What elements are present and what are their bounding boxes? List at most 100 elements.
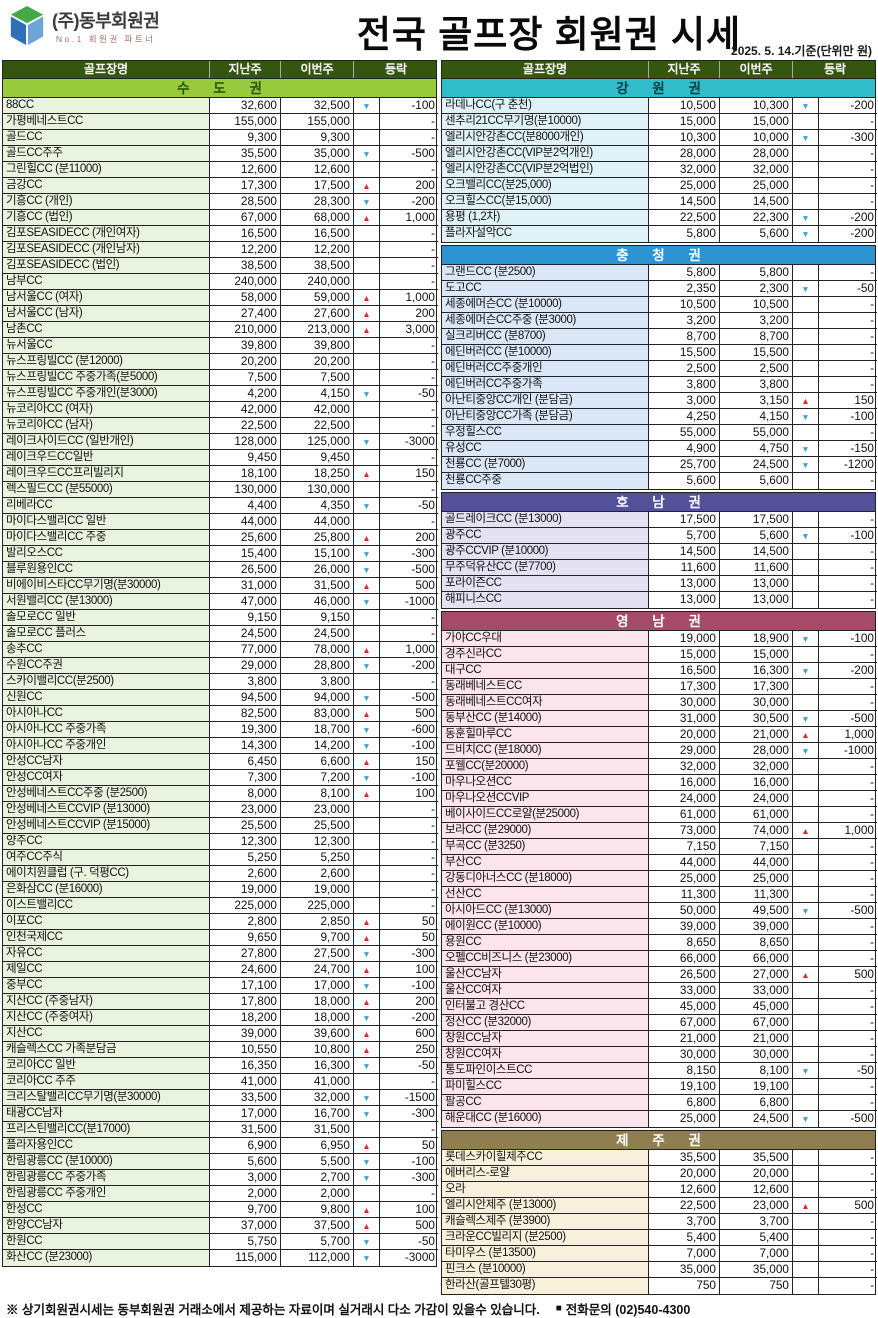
table-row: 레이크사이드CC (일반개인) 128,000 125,000 ▼ -3000 [3,434,438,450]
change-value-cell: - [819,576,877,592]
change-arrow-cell [354,1186,380,1202]
course-name-cell: 레이크우드CC일반 [3,450,210,466]
table-row: 안성CC여자 7,300 7,200 ▼ -100 [3,770,438,786]
change-arrow-cell [793,512,819,528]
down-arrow-icon: ▼ [354,1170,380,1186]
change-value-cell: -300 [380,1106,438,1122]
this-week-price-cell: 18,250 [281,466,354,482]
table-row: 남서울CC (여자) 58,000 59,000 ▲ 1,000 [3,290,438,306]
table-row: 한림광릉CC 주중가족 3,000 2,700 ▼ -300 [3,1170,438,1186]
table-row: 오크힐스CC(분15,000) 14,500 14,500- [442,194,877,210]
change-value-cell: - [380,1074,438,1090]
change-value-cell: - [380,418,438,434]
last-week-price-cell: 19,000 [210,882,281,898]
last-week-price-cell: 16,500 [649,663,720,679]
this-week-price-cell: 4,350 [281,498,354,514]
change-value-cell: 200 [380,306,438,322]
table-row: 인천국제CC 9,650 9,700 ▲ 50 [3,930,438,946]
course-name-cell: 기흥CC (개인) [3,194,210,210]
change-arrow-cell [793,1246,819,1262]
change-arrow-cell [793,361,819,377]
course-name-cell: 용평 (1,2차) [442,210,649,226]
course-name-cell: 플라자용인CC [3,1138,210,1154]
table-row: 김포SEASIDECC (법인) 38,500 38,500- [3,258,438,274]
table-row: 동래베네스트CC 17,300 17,300- [442,679,877,695]
table-row: 프리스틴밸리CC(분17000) 31,500 31,500- [3,1122,438,1138]
change-value-cell: -50 [819,1063,877,1079]
course-name-cell: 이스트밸리CC [3,898,210,914]
this-week-price-cell: 21,000 [720,727,793,743]
this-week-price-cell: 7,200 [281,770,354,786]
this-week-price-cell: 15,100 [281,546,354,562]
change-value-cell: - [819,1079,877,1095]
course-name-cell: 골드레이크CC (분13000) [442,512,649,528]
last-week-price-cell: 128,000 [210,434,281,450]
last-week-price-cell: 11,300 [649,887,720,903]
change-arrow-cell [793,919,819,935]
change-arrow-cell [354,610,380,626]
up-arrow-icon: ▲ [354,466,380,482]
price-tables: 골프장명 지난주 이번주 등락 수 도 권 88CC 32,600 32,500 ▼ -100 가평… [2,60,877,1295]
change-value-cell: - [819,425,877,441]
up-arrow-icon: ▲ [354,178,380,194]
table-row: 제일CC 24,600 24,700 ▲ 100 [3,962,438,978]
change-value-cell: - [819,919,877,935]
course-name-cell: 비에이비스타CC무기명(분30000) [3,578,210,594]
change-value-cell: - [819,679,877,695]
down-arrow-icon: ▼ [793,631,819,647]
table-row: 아시아드CC (분13000) 50,000 49,500 ▼ -500 [442,903,877,919]
course-name-cell: 아시아드CC (분13000) [442,903,649,919]
course-name-cell: 용원CC [442,935,649,951]
this-week-price-cell: 10,000 [720,130,793,146]
column-header-1: 지난주 [210,61,281,78]
up-arrow-icon: ▲ [793,967,819,983]
last-week-price-cell: 9,450 [210,450,281,466]
this-week-price-cell: 4,750 [720,441,793,457]
last-week-price-cell: 24,000 [649,791,720,807]
this-week-price-cell: 225,000 [281,898,354,914]
table-row: 크라운CC빌리지 (분2500) 5,400 5,400- [442,1230,877,1246]
course-name-cell: 남서울CC (남자) [3,306,210,322]
this-week-price-cell: 16,700 [281,1106,354,1122]
last-week-price-cell: 77,000 [210,642,281,658]
last-week-price-cell: 15,000 [649,647,720,663]
table-row: 중부CC 17,100 17,000 ▼ -100 [3,978,438,994]
last-week-price-cell: 25,700 [649,457,720,473]
table-row: 여주CC주식 5,250 5,250- [3,850,438,866]
table-column-headers: 골프장명 지난주 이번주 등락 [2,60,437,79]
table-row: 에버리스-로얄 20,000 20,000- [442,1166,877,1182]
up-arrow-icon: ▲ [354,642,380,658]
down-arrow-icon: ▼ [354,770,380,786]
course-name-cell: 우정힐스CC [442,425,649,441]
last-week-price-cell: 15,500 [649,345,720,361]
last-week-price-cell: 4,400 [210,498,281,514]
change-value-cell: -100 [380,978,438,994]
course-name-cell: 제일CC [3,962,210,978]
change-value-cell: - [819,647,877,663]
course-name-cell: 엘리시안강촌CC(VIP분2억개인) [442,146,649,162]
last-week-price-cell: 10,550 [210,1042,281,1058]
this-week-price-cell: 30,000 [720,695,793,711]
last-week-price-cell: 37,000 [210,1218,281,1234]
table-row: 유성CC 4,900 4,750 ▼ -150 [442,441,877,457]
change-arrow-cell [793,1015,819,1031]
last-week-price-cell: 12,600 [649,1182,720,1198]
up-arrow-icon: ▲ [354,754,380,770]
table-row: 한원CC 5,750 5,700 ▼ -50 [3,1234,438,1250]
last-week-price-cell: 240,000 [210,274,281,290]
change-value-cell: - [819,313,877,329]
table-row: 세종에머슨CC주중 (분3000) 3,200 3,200- [442,313,877,329]
table-row: 팔공CC 6,800 6,800- [442,1095,877,1111]
last-week-price-cell: 750 [649,1278,720,1294]
course-name-cell: 가평베네스트CC [3,114,210,130]
last-week-price-cell: 3,200 [649,313,720,329]
change-value-cell: - [819,983,877,999]
last-week-price-cell: 39,000 [210,1026,281,1042]
down-arrow-icon: ▼ [354,498,380,514]
this-week-price-cell: 9,150 [281,610,354,626]
course-name-cell: 솔모로CC 일반 [3,610,210,626]
last-week-price-cell: 35,500 [649,1150,720,1166]
course-name-cell: 아시아나CC 주중개인 [3,738,210,754]
last-week-price-cell: 23,000 [210,802,281,818]
table-row: 엘리시안제주 (분13000) 22,500 23,000 ▲ 500 [442,1198,877,1214]
